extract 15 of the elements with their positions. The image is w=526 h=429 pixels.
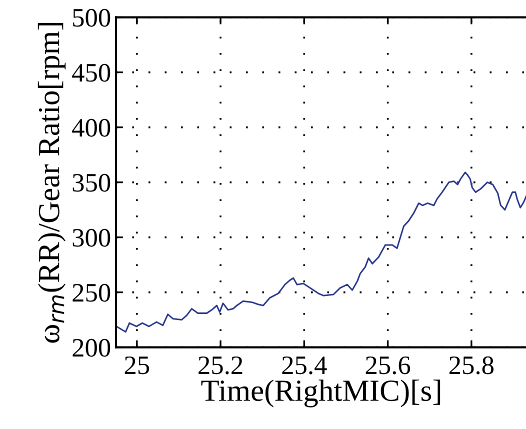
- x-axis-title: Time(RightMIC)[s]: [201, 380, 440, 408]
- y-axis-title: ω$_{rm}$(RR)/Gear Ratio[rpm]: [38, 22, 66, 343]
- y-tick-label: 500: [73, 8, 110, 27]
- y-tick-label: 200: [72, 338, 110, 357]
- y-tick-label: 250: [72, 284, 110, 302]
- x-tick-label: 25: [124, 356, 150, 374]
- x-tick-label: 25.8: [450, 356, 494, 374]
- x-tick-label: 25.6: [366, 356, 410, 374]
- y-tick-label: 350: [72, 174, 110, 192]
- y-tick-label: 300: [72, 228, 110, 247]
- line-series: [116, 172, 526, 333]
- x-tick-label: 25.2: [198, 356, 242, 374]
- x-tick-label: 25.4: [282, 356, 327, 374]
- y-tick-label: 400: [72, 118, 110, 137]
- y-tick-label: 450: [72, 64, 110, 82]
